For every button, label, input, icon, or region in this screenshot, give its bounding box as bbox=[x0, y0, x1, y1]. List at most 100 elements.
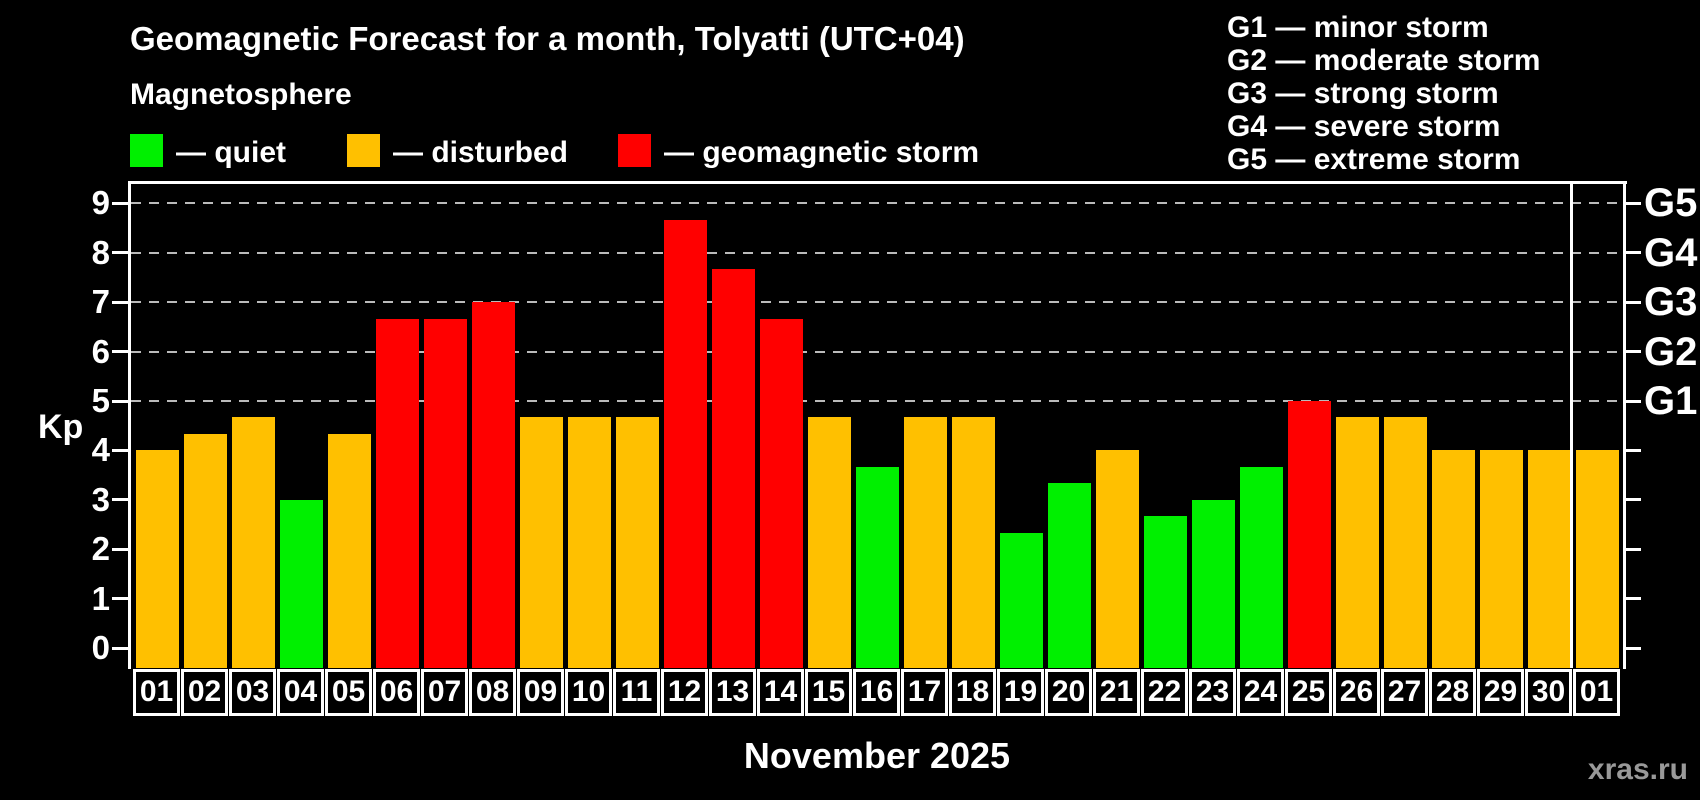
y-tick-label-5: 5 bbox=[91, 382, 110, 419]
kp-bar-09-8 bbox=[520, 417, 563, 668]
date-cell-27: 28 bbox=[1429, 669, 1476, 716]
kp-bar-21-20 bbox=[1096, 450, 1139, 668]
y-tick-label-3: 3 bbox=[91, 481, 110, 518]
y-tick-label-9: 9 bbox=[91, 184, 110, 221]
date-cell-26: 27 bbox=[1381, 669, 1428, 716]
kp-bar-23-22 bbox=[1192, 500, 1235, 668]
x-axis-month-label: November 2025 bbox=[743, 735, 1011, 776]
right-axis-line bbox=[1623, 181, 1626, 669]
date-cell-1: 02 bbox=[181, 669, 228, 716]
kp-bar-26-25 bbox=[1336, 417, 1379, 668]
kp-bar-15-14 bbox=[808, 417, 851, 668]
kp-bar-10-9 bbox=[568, 417, 611, 668]
y-tick-right-9 bbox=[1625, 202, 1641, 205]
gridline-kp7 bbox=[131, 301, 1623, 303]
storm-scale-line-g4: G4 — severe storm bbox=[1227, 110, 1501, 143]
kp-bar-03-2 bbox=[232, 417, 275, 668]
chart-title: Geomagnetic Forecast for a month, Tolyat… bbox=[130, 20, 965, 57]
date-cell-20: 21 bbox=[1093, 669, 1140, 716]
date-cell-6: 07 bbox=[421, 669, 468, 716]
date-cell-7: 08 bbox=[469, 669, 516, 716]
storm-scale-line-g2: G2 — moderate storm bbox=[1227, 44, 1541, 77]
y-tick-label-4: 4 bbox=[91, 431, 110, 468]
y-tick-right-2 bbox=[1625, 548, 1641, 551]
y-axis-label: Kp bbox=[38, 408, 84, 446]
y-tick-left-2 bbox=[112, 548, 128, 551]
date-cell-11: 12 bbox=[661, 669, 708, 716]
date-cell-29: 30 bbox=[1525, 669, 1572, 716]
kp-bar-25-24 bbox=[1288, 401, 1331, 668]
gridline-kp8 bbox=[131, 252, 1623, 254]
y-tick-left-7 bbox=[112, 301, 128, 304]
y-tick-right-4 bbox=[1625, 449, 1641, 452]
kp-bar-12-11 bbox=[664, 220, 707, 668]
chart-subtitle: Magnetosphere bbox=[130, 78, 352, 111]
y-tick-label-1: 1 bbox=[91, 580, 110, 617]
quiet-swatch bbox=[130, 134, 163, 167]
gridline-kp6 bbox=[131, 351, 1623, 353]
storm-scale-line-g3: G3 — strong storm bbox=[1227, 77, 1499, 110]
date-cell-17: 18 bbox=[949, 669, 996, 716]
y-axis-line bbox=[128, 181, 131, 669]
date-cell-10: 11 bbox=[613, 669, 660, 716]
kp-bar-20-19 bbox=[1048, 483, 1091, 668]
kp-bar-28-27 bbox=[1432, 450, 1475, 668]
date-cell-5: 06 bbox=[373, 669, 420, 716]
y-tick-left-1 bbox=[112, 597, 128, 600]
watermark: xras.ru bbox=[1587, 753, 1688, 786]
kp-bar-30-29 bbox=[1528, 450, 1571, 668]
kp-bar-14-13 bbox=[760, 319, 803, 668]
g-level-label-g5: G5 bbox=[1644, 181, 1698, 225]
y-tick-left-0 bbox=[112, 647, 128, 650]
y-tick-right-7 bbox=[1625, 301, 1641, 304]
date-cell-23: 24 bbox=[1237, 669, 1284, 716]
kp-bar-06-5 bbox=[376, 319, 419, 668]
date-cell-22: 23 bbox=[1189, 669, 1236, 716]
kp-bar-01-0 bbox=[136, 450, 179, 668]
y-tick-left-6 bbox=[112, 350, 128, 353]
date-cell-12: 13 bbox=[709, 669, 756, 716]
g-level-label-g3: G3 bbox=[1644, 280, 1698, 324]
kp-bar-05-4 bbox=[328, 434, 371, 668]
kp-bar-22-21 bbox=[1144, 516, 1187, 668]
date-cell-24: 25 bbox=[1285, 669, 1332, 716]
date-cell-21: 22 bbox=[1141, 669, 1188, 716]
y-tick-right-1 bbox=[1625, 597, 1641, 600]
date-cell-15: 16 bbox=[853, 669, 900, 716]
date-cell-30: 01 bbox=[1573, 669, 1620, 716]
kp-bar-16-15 bbox=[856, 467, 899, 668]
date-cell-14: 15 bbox=[805, 669, 852, 716]
storm-swatch bbox=[618, 134, 651, 167]
kp-bar-13-12 bbox=[712, 269, 755, 668]
date-cell-2: 03 bbox=[229, 669, 276, 716]
y-tick-label-2: 2 bbox=[91, 530, 110, 567]
quiet-legend-label: — quiet bbox=[176, 136, 286, 169]
y-tick-right-0 bbox=[1625, 647, 1641, 650]
date-cell-16: 17 bbox=[901, 669, 948, 716]
storm-scale-legend: G1 — minor storm G2 — moderate storm G3 … bbox=[1227, 11, 1540, 176]
storm-legend-label: — geomagnetic storm bbox=[664, 136, 980, 169]
kp-bar-01-30 bbox=[1576, 450, 1619, 668]
date-cell-3: 04 bbox=[277, 669, 324, 716]
y-tick-right-8 bbox=[1625, 251, 1641, 254]
disturbed-swatch bbox=[347, 134, 380, 167]
kp-bar-11-10 bbox=[616, 417, 659, 668]
kp-bar-24-23 bbox=[1240, 467, 1283, 668]
y-tick-right-3 bbox=[1625, 498, 1641, 501]
storm-scale-line-g5: G5 — extreme storm bbox=[1227, 143, 1521, 176]
kp-bar-19-18 bbox=[1000, 533, 1043, 668]
g-level-label-g1: G1 bbox=[1644, 379, 1698, 423]
kp-bar-27-26 bbox=[1384, 417, 1427, 668]
plot-top-border bbox=[128, 181, 1627, 184]
y-tick-right-5 bbox=[1625, 400, 1641, 403]
storm-scale-line-g1: G1 — minor storm bbox=[1227, 11, 1489, 44]
date-cell-8: 09 bbox=[517, 669, 564, 716]
date-cell-9: 10 bbox=[565, 669, 612, 716]
gridline-kp9 bbox=[131, 202, 1623, 204]
date-cell-25: 26 bbox=[1333, 669, 1380, 716]
y-tick-label-8: 8 bbox=[91, 234, 110, 271]
disturbed-legend-label: — disturbed bbox=[393, 136, 569, 169]
y-tick-left-4 bbox=[112, 449, 128, 452]
